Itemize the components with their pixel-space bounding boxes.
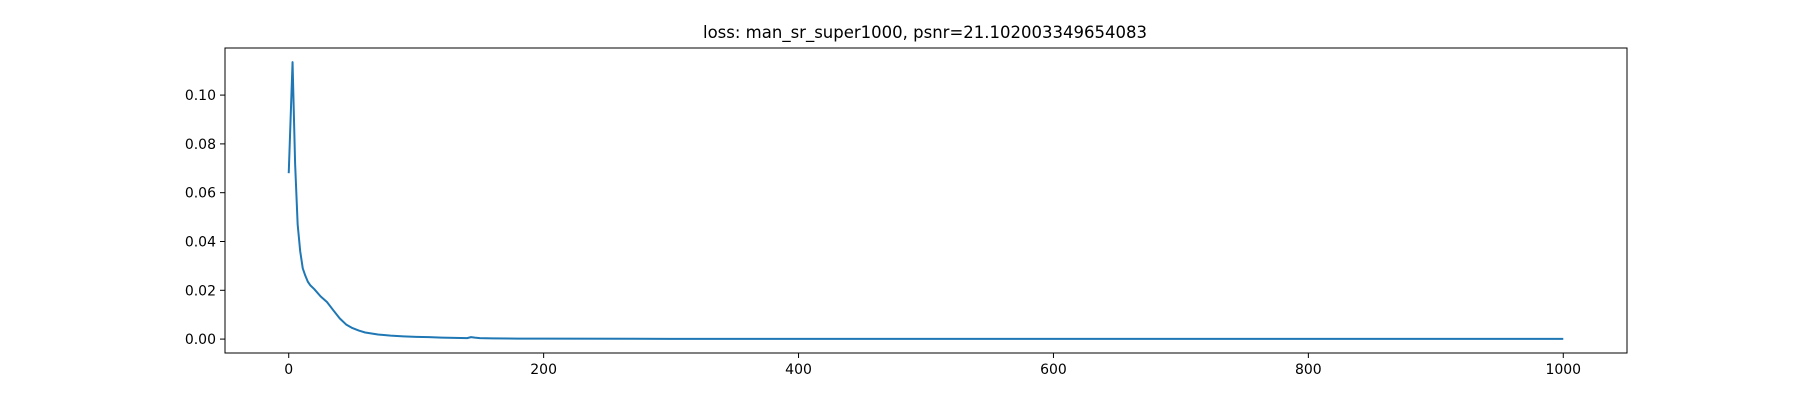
x-tick-label: 200	[530, 362, 557, 378]
y-tick-label: 0.04	[185, 234, 216, 250]
y-tick-label: 0.08	[185, 137, 216, 153]
chart-title: loss: man_sr_super1000, psnr=21.10200334…	[703, 23, 1147, 43]
x-tick-label: 400	[785, 362, 812, 378]
plot-area	[287, 61, 1564, 340]
axes: 0 200 400 600 800 1000 0.00 0.02 0.04 0.06 0.08 0.1…	[185, 47, 1628, 378]
x-tick-label: 1000	[1545, 362, 1581, 378]
x-tick-label: 0	[284, 362, 293, 378]
y-tick-label: 0.00	[185, 332, 216, 348]
y-tick-label: 0.10	[185, 88, 216, 104]
y-tick-label: 0.06	[185, 186, 216, 202]
x-tick-label: 600	[1040, 362, 1067, 378]
series-line-0	[287, 61, 1564, 340]
x-tick-label: 800	[1295, 362, 1322, 378]
axes-frame	[224, 47, 1628, 354]
y-tick-label: 0.02	[185, 283, 216, 299]
